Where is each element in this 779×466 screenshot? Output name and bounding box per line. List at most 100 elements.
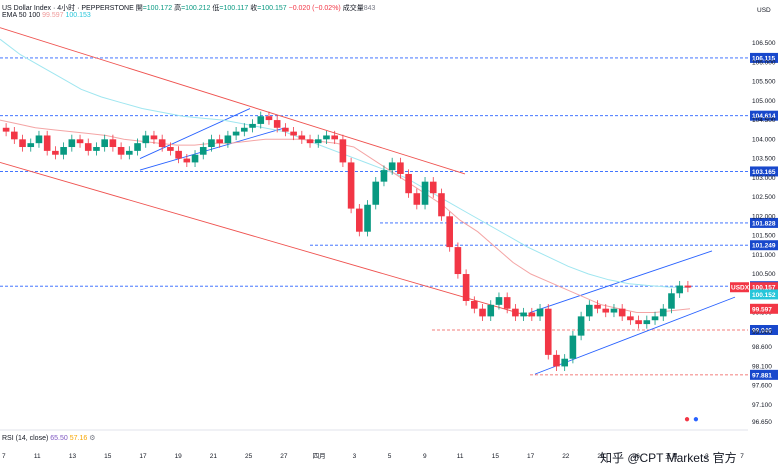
- candle-body: [2, 127, 10, 132]
- candle-body: [684, 285, 692, 288]
- candle-body: [586, 304, 593, 317]
- price-tick-label: 100.500: [752, 271, 776, 278]
- candle-body: [265, 116, 273, 121]
- level-tag-label: 104.614: [752, 113, 776, 120]
- candle-body: [618, 308, 626, 317]
- price-tick-label: 102.500: [752, 194, 776, 201]
- candle-body: [372, 181, 380, 205]
- candle-body: [232, 131, 240, 136]
- candle-body: [520, 312, 527, 317]
- candle-body: [388, 162, 396, 171]
- candle-body: [35, 135, 43, 144]
- candle-body: [339, 139, 347, 163]
- low-label: 低: [212, 5, 220, 12]
- candle-body: [364, 204, 371, 232]
- volume-value: 843: [363, 5, 376, 12]
- rsi-settings-icon[interactable]: ⚙: [89, 435, 96, 442]
- level-tag: [750, 369, 778, 380]
- price-tick-label: 104.500: [752, 117, 776, 124]
- candle-body: [101, 139, 108, 148]
- candle-body: [306, 139, 314, 144]
- candle-body: [651, 316, 659, 321]
- watermark: 知乎 @CPT Markets 官方: [600, 451, 737, 465]
- candle-body: [668, 293, 675, 309]
- candle-body: [471, 300, 478, 309]
- price-tick-label: 98.600: [752, 344, 772, 351]
- candle-body: [167, 147, 174, 151]
- candle-body: [577, 316, 585, 336]
- candle-body: [314, 139, 322, 144]
- level-tag: [750, 166, 778, 177]
- date-tick-label: 17: [139, 453, 147, 460]
- ema100-line: [0, 38, 691, 288]
- candle-body: [503, 297, 511, 309]
- calendar-icon[interactable]: ●: [692, 414, 699, 425]
- candle-body: [405, 173, 412, 194]
- candle-body: [495, 297, 503, 305]
- candle-body: [594, 304, 601, 309]
- date-tick-label: 7: [2, 453, 6, 460]
- candle-body: [183, 158, 191, 163]
- candle-body: [76, 139, 84, 144]
- candle-body: [561, 358, 568, 367]
- candle-body: [487, 304, 495, 317]
- candle-body: [553, 354, 560, 367]
- candle-body: [216, 139, 223, 144]
- flag-icon[interactable]: ●: [684, 414, 691, 425]
- candle-body: [528, 312, 536, 317]
- candle-body: [158, 139, 166, 148]
- candle-body: [544, 308, 552, 355]
- ema-legend: EMA 50 100 99.597 100.153: [2, 12, 91, 19]
- close-label: 收: [250, 5, 258, 12]
- change-value: −0.020 (−0.02%): [288, 5, 341, 12]
- candle-body: [142, 135, 150, 144]
- candle-body: [109, 139, 117, 148]
- date-tick-label: 17: [527, 453, 535, 460]
- high-label: 高: [174, 5, 182, 12]
- symbol-tag: [730, 282, 749, 293]
- candle-body: [290, 131, 297, 136]
- candle-body: [421, 181, 429, 205]
- candle-body: [446, 216, 453, 248]
- candle-body: [43, 135, 51, 151]
- level-tag-label: 106.115: [752, 55, 776, 62]
- price-tick-label: 101.500: [752, 233, 776, 240]
- price-tag: [750, 303, 778, 314]
- symbol-tag-label: USDX: [731, 285, 750, 292]
- rsi-value-1: 65.50: [50, 435, 68, 442]
- candle-body: [512, 308, 519, 317]
- candle-body: [643, 320, 651, 325]
- date-tick-label: 27: [280, 453, 288, 460]
- candle-body: [68, 139, 76, 148]
- volume-label: 成交量: [342, 5, 364, 12]
- level-tag: [750, 325, 778, 336]
- date-tick-label: 3: [353, 453, 357, 460]
- downtrend-upper: [0, 27, 466, 175]
- candle-body: [208, 139, 215, 148]
- ema100-value: 100.153: [65, 12, 91, 19]
- price-tick-label: 97.100: [752, 402, 772, 409]
- candle-body: [19, 139, 26, 148]
- date-tick-label: 24: [597, 453, 605, 460]
- low-value: =100.117: [219, 5, 249, 12]
- candle-body: [438, 193, 445, 217]
- price-tick-label: 102.000: [752, 213, 776, 220]
- candle-body: [84, 143, 92, 151]
- candle-body: [569, 335, 577, 359]
- date-tick-label: 四月: [313, 452, 326, 460]
- candle-body: [323, 135, 330, 140]
- price-axis: 106.500 106.000 105.500 105.000 104.500 104.0…: [0, 40, 776, 431]
- candle-body: [610, 308, 618, 313]
- candle-body: [356, 208, 363, 232]
- candles: [2, 111, 692, 372]
- candle-body: [635, 320, 642, 325]
- candle-body: [454, 247, 462, 275]
- price-tick-label: 97.600: [752, 383, 772, 390]
- price-tag-label: 99.597: [752, 306, 772, 313]
- candle-body: [627, 316, 634, 321]
- candle-body: [93, 147, 100, 151]
- candle-body: [11, 131, 18, 140]
- price-tick-label: 104.000: [752, 136, 776, 143]
